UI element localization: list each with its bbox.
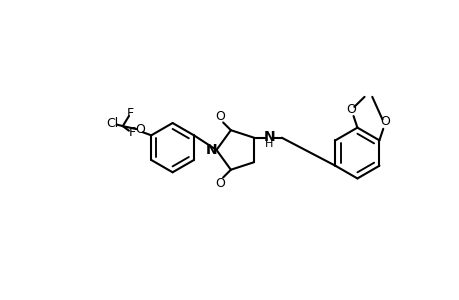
Text: N: N (205, 143, 217, 157)
Text: O: O (215, 110, 224, 123)
Text: O: O (380, 116, 390, 128)
Text: O: O (134, 123, 144, 136)
Text: F: F (127, 107, 134, 120)
Text: F: F (128, 126, 135, 139)
Text: O: O (346, 103, 355, 116)
Text: O: O (215, 177, 224, 190)
Text: N: N (263, 130, 275, 144)
Text: H: H (265, 139, 273, 149)
Text: Cl: Cl (106, 117, 118, 130)
